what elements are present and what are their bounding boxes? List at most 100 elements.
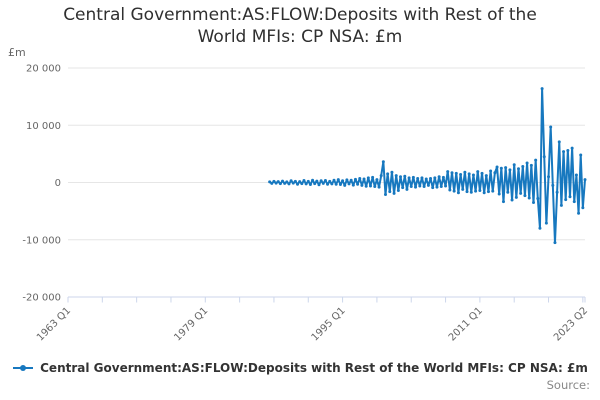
- series-point: [514, 195, 518, 199]
- series-line[interactable]: [268, 87, 586, 244]
- y-tick-labels: 20 000 10 000 0 -10 000 -20 000: [22, 64, 61, 304]
- series-point: [491, 189, 495, 193]
- y-tick-label: -20 000: [22, 293, 61, 304]
- series-point: [351, 183, 355, 187]
- series-point: [283, 181, 287, 185]
- series-point: [332, 178, 336, 182]
- series-point: [338, 183, 342, 186]
- series-point: [463, 170, 467, 174]
- y-axis-unit-label: £m: [8, 46, 26, 59]
- source-label: Source:: [546, 378, 590, 392]
- series-point: [285, 180, 289, 184]
- series-point: [426, 183, 430, 187]
- series-point: [532, 201, 536, 205]
- x-tick-label: 1995 Q1: [310, 305, 348, 343]
- series-point: [326, 182, 330, 186]
- series-point: [431, 186, 435, 190]
- series-point: [527, 196, 531, 200]
- series-point: [433, 176, 437, 180]
- series-point: [383, 193, 387, 197]
- series-point: [341, 179, 345, 183]
- series-point: [272, 179, 276, 183]
- series-point: [435, 185, 439, 189]
- series-point: [448, 188, 452, 192]
- series-point: [323, 179, 327, 182]
- series-point: [497, 192, 501, 196]
- legend-item-label[interactable]: Central Government:AS:FLOW:Deposits with…: [40, 361, 588, 375]
- series-point: [302, 179, 306, 182]
- series-point: [358, 176, 362, 180]
- series-point: [499, 166, 503, 170]
- x-tick-labels: 1963 Q1 1979 Q1 1995 Q1 2011 Q1 2023 Q2: [35, 305, 590, 343]
- series-point: [379, 174, 383, 178]
- series-point: [270, 181, 274, 185]
- series-point: [562, 150, 566, 154]
- series-point: [308, 183, 312, 186]
- series-point: [287, 182, 291, 186]
- series-point: [521, 164, 525, 168]
- series-point: [542, 155, 546, 159]
- series-point: [489, 169, 493, 173]
- series-point: [493, 171, 497, 175]
- series-point: [424, 177, 428, 181]
- series-point: [349, 178, 353, 182]
- series-point: [381, 160, 385, 164]
- x-tick-label: 1963 Q1: [35, 305, 73, 343]
- series-point: [439, 185, 443, 189]
- series-point: [577, 211, 581, 215]
- series-point: [296, 182, 300, 186]
- series-point: [452, 189, 456, 193]
- series-point: [306, 179, 310, 183]
- series-point: [409, 185, 413, 189]
- x-tick-label: 1979 Q1: [172, 305, 210, 343]
- series-point: [416, 176, 420, 180]
- series-point: [536, 197, 540, 201]
- series-point: [268, 180, 272, 184]
- series-point: [403, 174, 407, 178]
- series-point: [394, 174, 398, 178]
- series-point: [508, 168, 512, 172]
- series-point: [583, 178, 587, 182]
- series-point: [456, 191, 460, 195]
- series-point: [281, 179, 285, 183]
- series-point: [375, 178, 379, 182]
- series-point: [486, 190, 490, 194]
- series-point: [504, 166, 508, 170]
- series-point: [461, 187, 465, 191]
- series-point: [495, 165, 499, 169]
- series-point: [304, 182, 308, 186]
- series-point: [544, 221, 548, 225]
- series-point: [411, 175, 415, 179]
- series-point: [465, 190, 469, 194]
- series-point: [467, 172, 471, 176]
- series-point: [446, 170, 450, 174]
- series-point: [551, 183, 555, 187]
- series-point: [484, 174, 488, 178]
- series-point: [519, 191, 523, 195]
- series-point: [334, 182, 338, 186]
- series-point: [317, 183, 321, 187]
- series-point: [274, 181, 278, 185]
- series-point: [568, 195, 572, 199]
- x-ticks: [67, 297, 586, 303]
- series-point: [422, 185, 426, 189]
- series-point: [429, 176, 433, 180]
- series-point: [373, 185, 377, 189]
- series-point: [579, 153, 583, 157]
- x-tick-label: 2023 Q2: [552, 305, 590, 343]
- series-point: [540, 87, 544, 91]
- series-point: [399, 175, 403, 179]
- series-point: [525, 161, 529, 165]
- series-point: [574, 173, 578, 177]
- series-point: [276, 180, 280, 184]
- series-point: [418, 184, 422, 188]
- y-gridlines: [68, 67, 585, 241]
- series-point: [321, 181, 325, 185]
- series-point: [459, 172, 463, 176]
- series-point: [300, 182, 304, 186]
- y-tick-label: 0: [55, 178, 61, 189]
- series-point: [368, 184, 372, 188]
- series-point: [388, 190, 392, 194]
- series-point: [437, 175, 441, 179]
